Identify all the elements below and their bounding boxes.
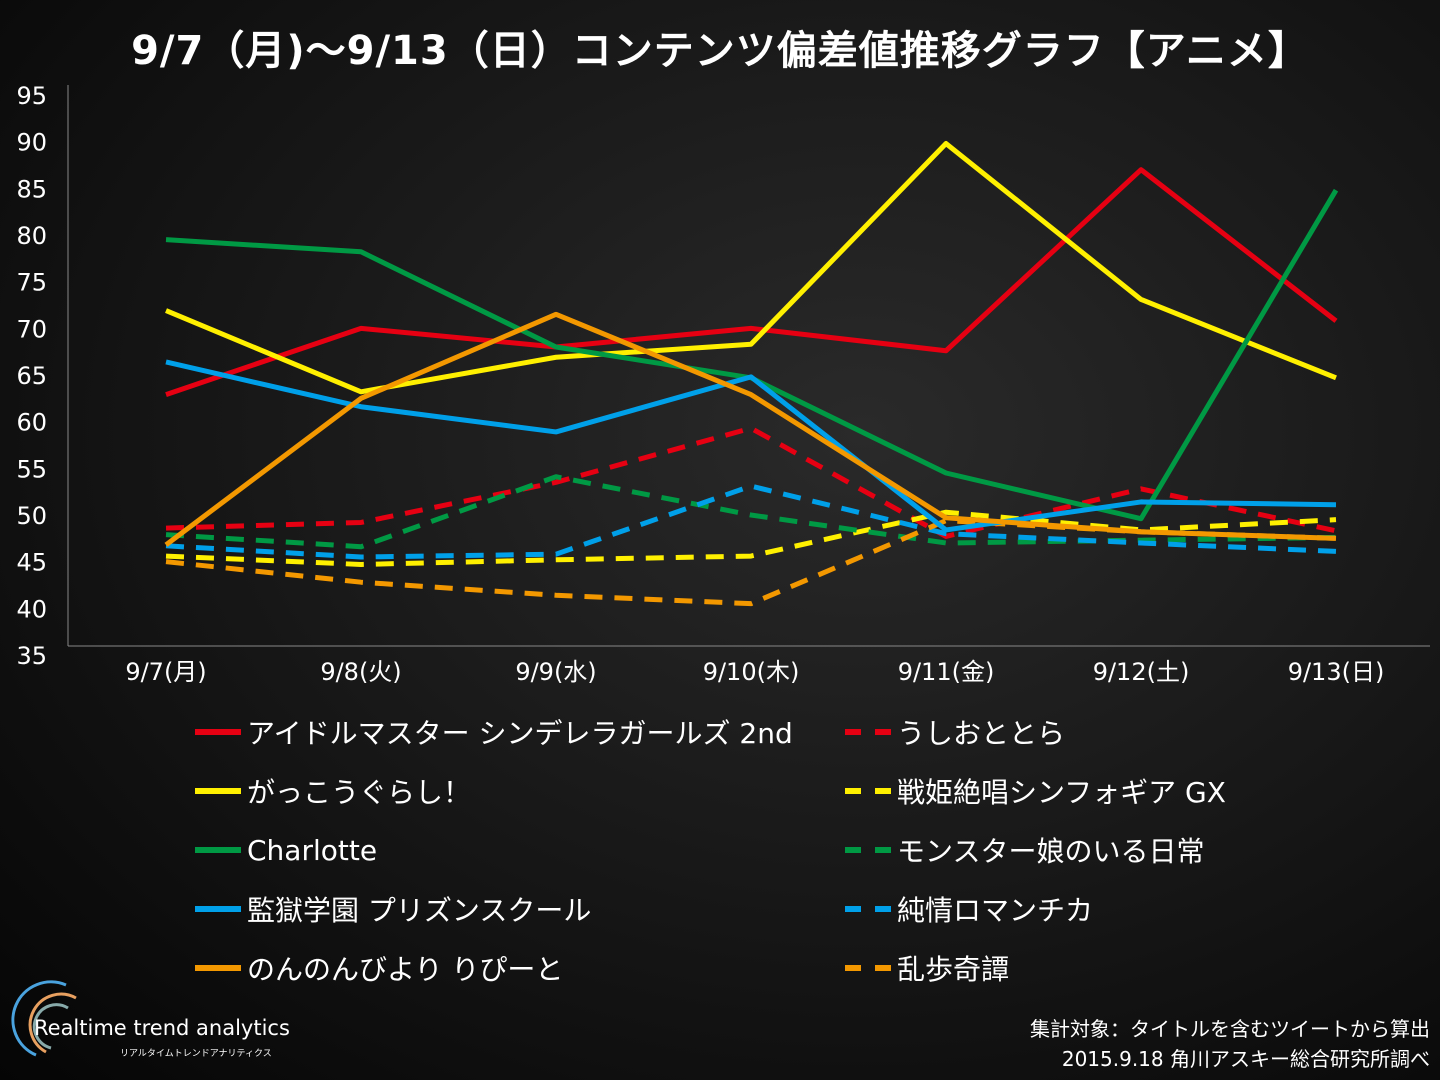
x-tick-label: 9/7(月) <box>125 658 206 686</box>
legend-swatch <box>195 729 241 735</box>
y-tick-label: 70 <box>16 315 47 343</box>
legend-swatch <box>845 965 891 971</box>
line-chart: 95 90 85 80 75 70 65 60 55 50 45 40 35 9/7(月) 9/8(火) 9/… <box>16 82 1430 686</box>
legend-swatch <box>845 906 891 912</box>
series-line <box>165 188 1339 522</box>
logo-arcs-icon <box>11 980 77 1057</box>
legend-label: Charlotte <box>247 833 378 867</box>
y-tick-label: 85 <box>16 175 47 203</box>
series-line <box>165 425 1337 539</box>
series-line <box>165 483 1337 560</box>
series-line <box>164 311 1337 547</box>
legend-item: 乱歩奇譚 <box>845 948 1009 988</box>
legend-label: モンスター娘のいる日常 <box>897 835 1205 868</box>
legend-label: アイドルマスター シンデレラガールズ 2nd <box>247 717 793 750</box>
footer-credit: 2015.9.18 角川アスキー総合研究所調べ <box>1061 1047 1430 1071</box>
legend-swatch <box>845 788 891 794</box>
legend-item: 純情ロマンチカ <box>845 889 1093 929</box>
legend-item: 監獄学園 プリズンスクール <box>195 889 591 929</box>
legend-label: 監獄学園 プリズンスクール <box>247 894 592 927</box>
legend-item: 戦姫絶唱シンフォギア GX <box>845 771 1226 811</box>
x-tick-label: 9/13(日) <box>1288 658 1385 686</box>
y-tick-label: 60 <box>16 409 47 437</box>
y-tick-label: 65 <box>16 362 47 390</box>
legend-label: 乱歩奇譚 <box>897 953 1010 986</box>
x-tick-label: 9/8(火) <box>320 658 401 686</box>
legend-label: のんのんびより りぴーと <box>247 953 564 986</box>
legend-label: がっこうぐらし！ <box>247 776 472 809</box>
x-tick-label: 9/11(金) <box>898 658 995 686</box>
logo-text: Realtime trend analytics <box>34 1016 290 1040</box>
legend-swatch <box>845 847 891 853</box>
x-tick-label: 9/9(水) <box>515 658 596 686</box>
series-line <box>165 167 1338 397</box>
y-tick-label: 55 <box>16 455 47 483</box>
footer-source: 集計対象：タイトルを含むツイートから算出 <box>1030 1017 1430 1041</box>
series-line <box>165 359 1337 533</box>
y-tick-label: 40 <box>16 595 47 623</box>
legend-swatch <box>195 965 241 971</box>
legend-label: 戦姫絶唱シンフォギア GX <box>897 776 1226 809</box>
legend-item: うしおととら <box>845 712 1065 752</box>
y-tick-label: 45 <box>16 549 47 577</box>
chart-title: 9/7（月)～9/13（日）コンテンツ偏差値推移グラフ【アニメ】 <box>131 28 1309 74</box>
legend-swatch <box>195 906 241 912</box>
y-tick-label: 35 <box>16 642 47 670</box>
legend-label: 純情ロマンチカ <box>897 894 1094 927</box>
y-tick-label: 50 <box>16 502 47 530</box>
series-line <box>165 474 1337 550</box>
legend-item: がっこうぐらし！ <box>195 771 471 811</box>
x-tick-label: 9/10(木) <box>703 658 800 686</box>
legend-item: アイドルマスター シンデレラガールズ 2nd <box>195 712 793 752</box>
legend-item: のんのんびより りぴーと <box>195 948 563 988</box>
legend-label: うしおととら <box>897 717 1066 750</box>
legend-swatch <box>195 847 241 853</box>
logo-subtext: リアルタイムトレンドアナリティクス <box>120 1049 272 1059</box>
legend-item: Charlotte <box>195 830 377 870</box>
y-tick-label: 80 <box>16 222 47 250</box>
x-tick-label: 9/12(土) <box>1093 658 1190 686</box>
legend-swatch <box>845 729 891 735</box>
y-tick-label: 75 <box>16 269 47 297</box>
footer: 集計対象：タイトルを含むツイートから算出 2015.9.18 角川アスキー総合研… <box>1030 1014 1430 1074</box>
y-tick-label: 90 <box>16 129 47 157</box>
legend-item: モンスター娘のいる日常 <box>845 830 1204 870</box>
y-tick-label: 95 <box>16 82 47 110</box>
legend-swatch <box>195 788 241 794</box>
series-line <box>165 141 1337 395</box>
series-line <box>165 509 1337 567</box>
